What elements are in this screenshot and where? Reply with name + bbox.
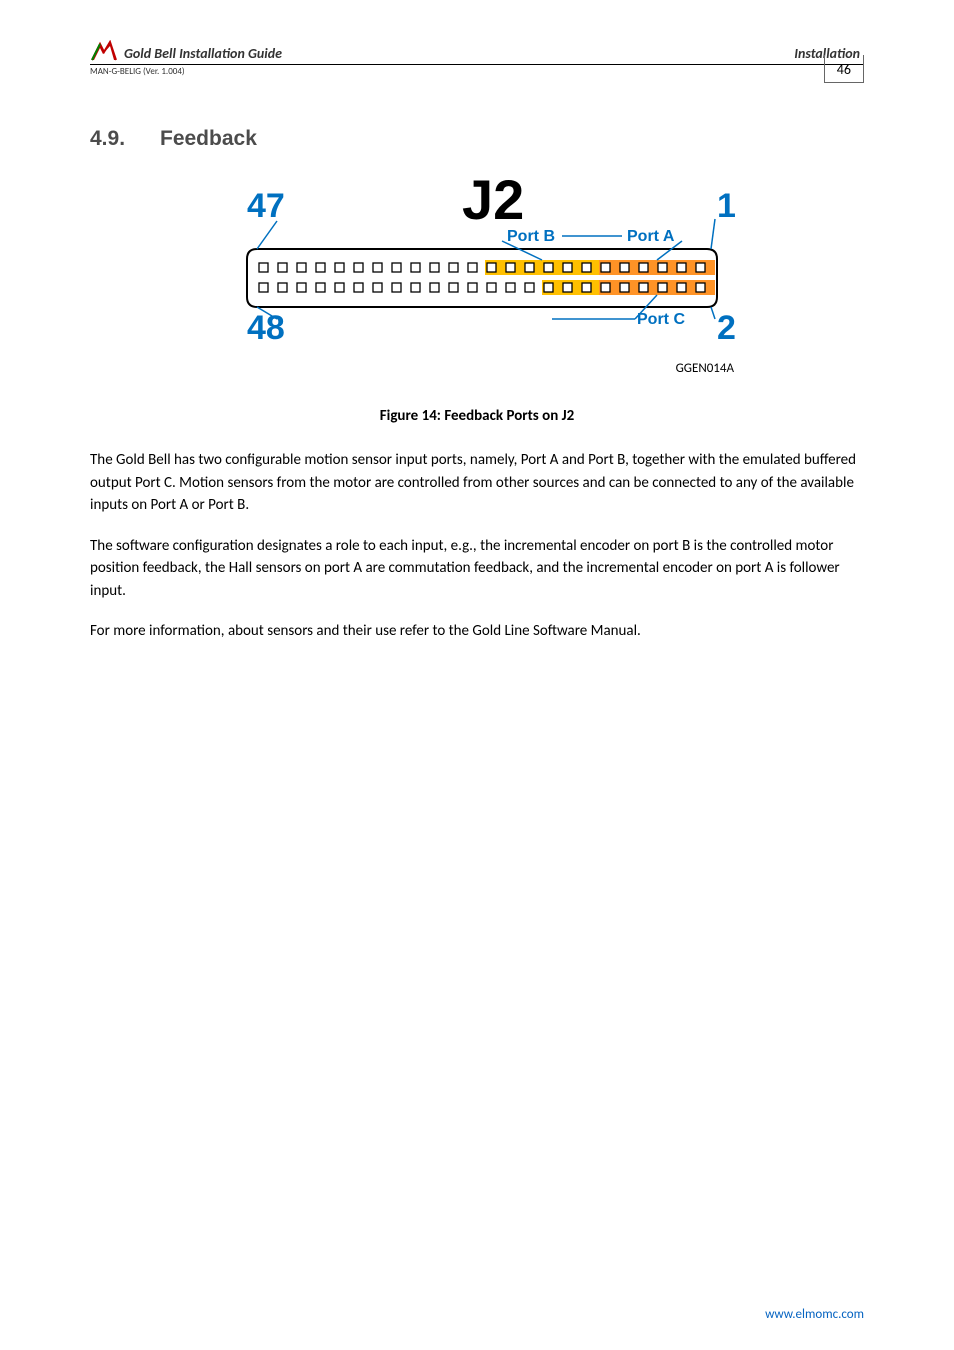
header-title: Gold Bell Installation Guide bbox=[124, 45, 282, 62]
svg-text:Port C: Port C bbox=[637, 311, 685, 328]
page-number: 46 bbox=[824, 55, 864, 83]
section-title: Feedback bbox=[160, 127, 257, 150]
svg-text:48: 48 bbox=[247, 309, 285, 347]
logo bbox=[90, 40, 118, 62]
svg-text:J2: J2 bbox=[462, 169, 524, 231]
figure-id: GGEN014A bbox=[676, 361, 734, 376]
section-heading: 4.9.Feedback bbox=[90, 127, 864, 151]
svg-text:Port B: Port B bbox=[507, 228, 555, 245]
svg-text:Port A: Port A bbox=[627, 228, 675, 245]
paragraph-1: The Gold Bell has two configurable motio… bbox=[90, 449, 864, 517]
section-number: 4.9. bbox=[90, 127, 160, 151]
footer-link[interactable]: www.elmomc.com bbox=[765, 1307, 864, 1322]
svg-text:47: 47 bbox=[247, 187, 285, 225]
svg-text:1: 1 bbox=[717, 187, 736, 225]
figure-caption: Figure 14: Feedback Ports on J2 bbox=[90, 407, 864, 425]
figure-j2: J2 47 1 48 2 Port B Port A Port C bbox=[90, 169, 864, 354]
svg-text:2: 2 bbox=[717, 309, 736, 347]
paragraph-2: The software configuration designates a … bbox=[90, 535, 864, 603]
doc-version: MAN-G-BELIG (Ver. 1.004) bbox=[90, 66, 185, 77]
paragraph-3: For more information, about sensors and … bbox=[90, 620, 864, 643]
